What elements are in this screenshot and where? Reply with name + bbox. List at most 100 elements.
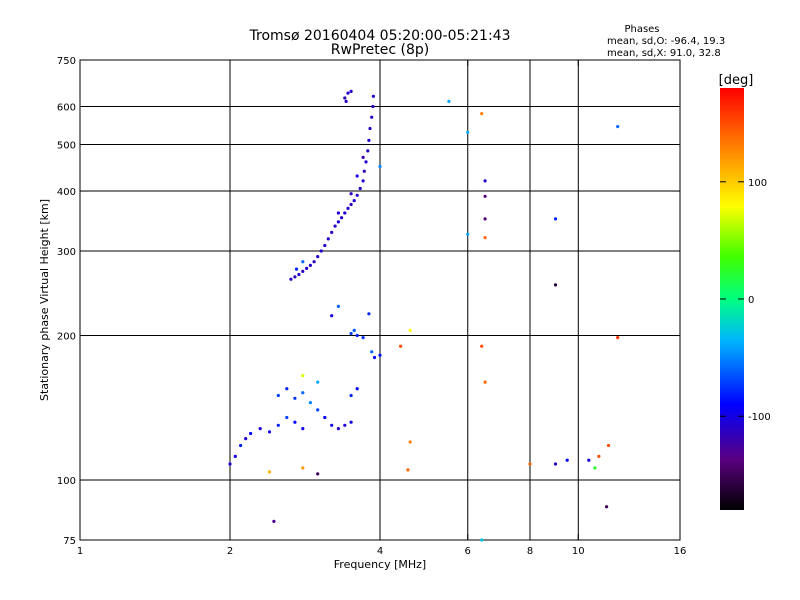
y-tick-label: 100 — [57, 476, 76, 487]
data-point — [553, 462, 558, 466]
data-point — [371, 94, 375, 98]
data-point — [316, 408, 320, 412]
data-point — [366, 149, 370, 153]
y-tick-label: 400 — [57, 187, 76, 198]
data-point — [553, 217, 558, 221]
data-point — [336, 427, 340, 431]
data-point — [316, 255, 320, 259]
data-point — [483, 179, 487, 183]
data-point — [372, 355, 377, 360]
data-point — [406, 468, 410, 472]
data-point — [606, 443, 611, 448]
data-point — [301, 269, 305, 273]
data-point — [349, 393, 353, 398]
x-tick-label: 2 — [227, 546, 233, 557]
x-tick-label: 10 — [572, 546, 585, 557]
y-tick-label: 600 — [57, 103, 76, 114]
data-point — [480, 538, 484, 542]
data-point — [483, 380, 487, 384]
data-point — [361, 155, 365, 159]
data-point — [249, 431, 253, 436]
data-point — [597, 454, 601, 458]
data-point — [565, 458, 569, 462]
data-point — [349, 192, 353, 196]
data-point — [399, 344, 403, 348]
data-point — [447, 99, 451, 103]
data-point — [323, 415, 327, 420]
data-point — [361, 336, 365, 340]
y-tick-label: 300 — [57, 247, 76, 258]
data-point — [316, 472, 320, 476]
data-point — [553, 283, 558, 287]
colorbar-tick-label: 100 — [748, 178, 767, 189]
data-point — [349, 202, 353, 207]
data-point — [233, 454, 237, 458]
data-point — [323, 243, 327, 248]
data-point — [352, 199, 356, 203]
data-point — [326, 237, 330, 241]
data-point — [367, 138, 371, 142]
chart-subtitle: RwPretec (8p) — [331, 42, 429, 58]
data-point — [355, 174, 359, 178]
y-tick-label: 200 — [57, 332, 76, 343]
data-point — [480, 344, 484, 348]
data-point — [349, 420, 353, 424]
data-point — [301, 427, 305, 431]
data-point — [293, 420, 297, 424]
y-tick-label: 500 — [57, 141, 76, 152]
data-point — [593, 466, 597, 470]
data-point — [330, 314, 334, 318]
data-point — [346, 91, 350, 95]
x-tick-label: 8 — [527, 546, 533, 557]
data-point — [466, 130, 470, 134]
data-point — [378, 164, 382, 169]
data-point — [316, 380, 320, 384]
data-point — [297, 272, 301, 277]
stats-line-x: mean, sd,X: 91.0, 32.8 — [607, 48, 721, 59]
data-point — [370, 115, 374, 119]
colorbar-ticks: 100 0 -100 — [720, 178, 771, 423]
data-point — [343, 96, 347, 100]
data-point — [239, 443, 243, 448]
x-tick-label: 16 — [674, 546, 687, 557]
stats-line-o: mean, sd,O: -96.4, 19.3 — [607, 36, 725, 47]
data-point — [528, 462, 532, 466]
data-point — [616, 125, 620, 129]
data-point — [346, 206, 350, 210]
data-point — [308, 263, 312, 267]
data-point — [294, 267, 299, 271]
x-tick-label: 4 — [377, 546, 383, 557]
data-point — [276, 423, 280, 427]
data-point — [244, 437, 248, 441]
x-axis-label: Frequency [MHz] — [334, 558, 426, 571]
data-point — [343, 211, 347, 215]
data-point — [228, 462, 232, 466]
data-point — [368, 126, 372, 131]
data-point — [364, 160, 368, 164]
data-point — [587, 458, 591, 462]
y-axis-label: Stationary phase Virtual Height [km] — [38, 199, 51, 401]
data-point — [371, 104, 375, 109]
colorbar-label: [deg] — [719, 73, 754, 88]
data-point — [352, 328, 356, 332]
data-point — [293, 275, 297, 279]
x-axis: 1 2 4 6 8 10 16 — [77, 60, 687, 557]
data-point — [616, 336, 620, 340]
data-point — [370, 350, 374, 354]
chart-title: Tromsø 20160404 05:20:00-05:21:43 — [249, 28, 511, 44]
y-axis: 75 100 200 300 400 500 600 750 — [57, 56, 680, 547]
data-point — [330, 423, 334, 427]
data-point — [355, 193, 359, 197]
y-tick-label: 750 — [57, 56, 76, 67]
x-tick-label: 6 — [465, 546, 471, 557]
data-point — [289, 277, 293, 281]
y-tick-label: 75 — [63, 536, 76, 547]
data-point — [466, 232, 470, 236]
colorbar-tick-label: -100 — [748, 412, 771, 423]
data-point — [293, 396, 297, 400]
data-point — [355, 387, 359, 391]
data-point — [343, 423, 347, 427]
data-point — [267, 470, 272, 474]
x-tick-label: 1 — [77, 546, 83, 557]
